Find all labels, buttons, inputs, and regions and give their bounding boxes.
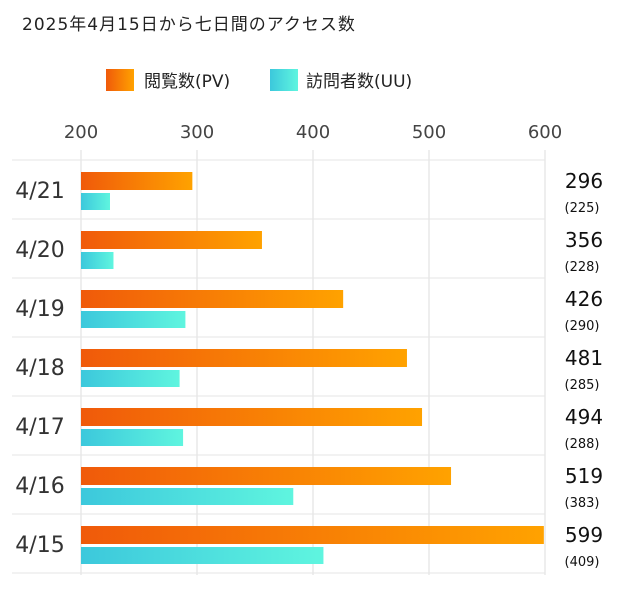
bar-pv [81,349,407,367]
bar-pv [81,231,262,249]
category-label: 4/15 [15,533,64,558]
category-label: 4/21 [15,179,64,204]
bar-pv [81,172,193,190]
legend-swatch-pv [106,69,134,91]
bar-uu [81,488,294,505]
gridlines [12,150,546,575]
uu-value-label: (228) [565,260,600,275]
legend-label-uu: 訪問者数(UU) [306,72,412,92]
bar-pv [81,467,452,485]
legend: 閲覧数(PV) 訪問者数(UU) [106,69,412,92]
bar-pv [81,290,344,308]
uu-value-label: (409) [565,555,600,570]
x-tick-label: 500 [412,122,446,143]
bar-uu [81,429,184,446]
bar-uu [81,252,114,269]
chart-title: 2025年4月15日から七日間のアクセス数 [22,15,356,35]
bar-uu [81,311,186,328]
bar-pv [81,408,423,426]
x-tick-label: 600 [528,122,562,143]
x-tick-label: 400 [296,122,330,143]
bar-uu [81,370,180,387]
pv-value-label: 494 [565,405,603,429]
uu-value-label: (290) [565,319,600,334]
category-label: 4/20 [15,238,64,263]
pv-value-label: 296 [565,169,603,193]
legend-swatch-uu [270,69,298,91]
bar-pv [81,526,544,544]
value-labels: 296 (225) 356 (228) 426 (290) 481 (285) 494 (288)… [565,169,604,570]
pv-value-label: 599 [565,523,603,547]
category-label: 4/19 [15,297,64,322]
pv-value-label: 426 [565,287,603,311]
uu-value-label: (225) [565,201,600,216]
pv-value-label: 356 [565,228,603,252]
category-labels: 4/21 4/20 4/19 4/18 4/17 4/16 4/15 [15,179,64,558]
category-label: 4/18 [15,356,64,381]
uu-value-label: (285) [565,378,600,393]
pv-value-label: 481 [565,346,603,370]
uu-value-label: (383) [565,496,600,511]
x-tick-label: 200 [64,122,98,143]
category-label: 4/17 [15,415,64,440]
pv-value-label: 519 [565,464,603,488]
bars [81,172,544,564]
bar-uu [81,547,324,564]
bar-uu [81,193,110,210]
legend-label-pv: 閲覧数(PV) [144,72,230,92]
x-axis-ticks: 200 300 400 500 600 [64,122,562,143]
category-label: 4/16 [15,474,64,499]
uu-value-label: (288) [565,437,600,452]
x-tick-label: 300 [180,122,214,143]
